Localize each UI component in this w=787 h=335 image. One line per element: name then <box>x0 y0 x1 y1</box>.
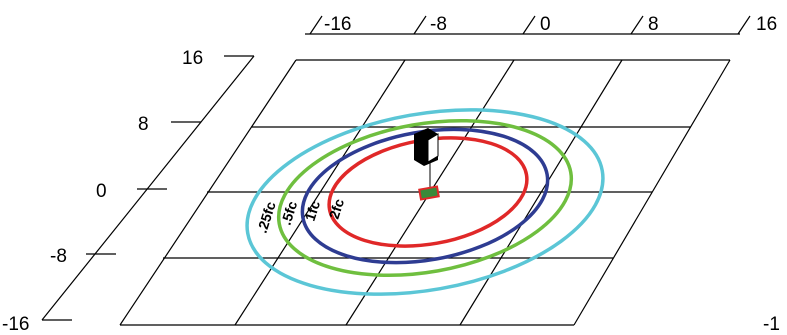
top-axis-label: 16 <box>756 14 777 35</box>
top-axis-tick <box>413 15 427 35</box>
grid-col-line <box>119 59 297 326</box>
top-axis-tick <box>522 15 536 35</box>
left-axis-label: -16 <box>2 314 29 335</box>
right-edge-label: -1 <box>763 314 780 335</box>
grid-col-line <box>573 59 731 326</box>
contour-label: .25fc <box>254 199 279 234</box>
left-axis-label: 16 <box>182 48 203 69</box>
left-axis-label: -8 <box>50 246 67 267</box>
top-axis-label: 8 <box>648 14 659 35</box>
light-fixture-icon <box>414 128 439 192</box>
grid-col-line <box>234 59 406 326</box>
left-axis-line <box>41 55 255 321</box>
contour-label: 1fc <box>302 199 324 223</box>
contour-label: .5fc <box>278 199 301 227</box>
ground-grid <box>41 15 751 326</box>
target-marker-icon <box>418 185 440 201</box>
fixture-face <box>427 133 439 163</box>
contour-0-5fc <box>276 118 574 278</box>
contour-label: 2fc <box>326 197 348 221</box>
contour-1fc <box>300 127 550 265</box>
contour-0-25fc <box>245 108 605 296</box>
isolux-contours <box>245 108 605 296</box>
top-axis-label: 0 <box>540 14 551 35</box>
top-axis-tick <box>737 15 751 35</box>
left-axis-label: 0 <box>96 181 107 202</box>
top-axis-label: -16 <box>324 14 351 35</box>
top-axis-label: -8 <box>430 14 447 35</box>
top-axis-tick <box>309 15 323 35</box>
top-axis-tick <box>630 15 644 35</box>
grid-col-line <box>459 59 623 326</box>
left-axis-label: 8 <box>138 114 149 135</box>
